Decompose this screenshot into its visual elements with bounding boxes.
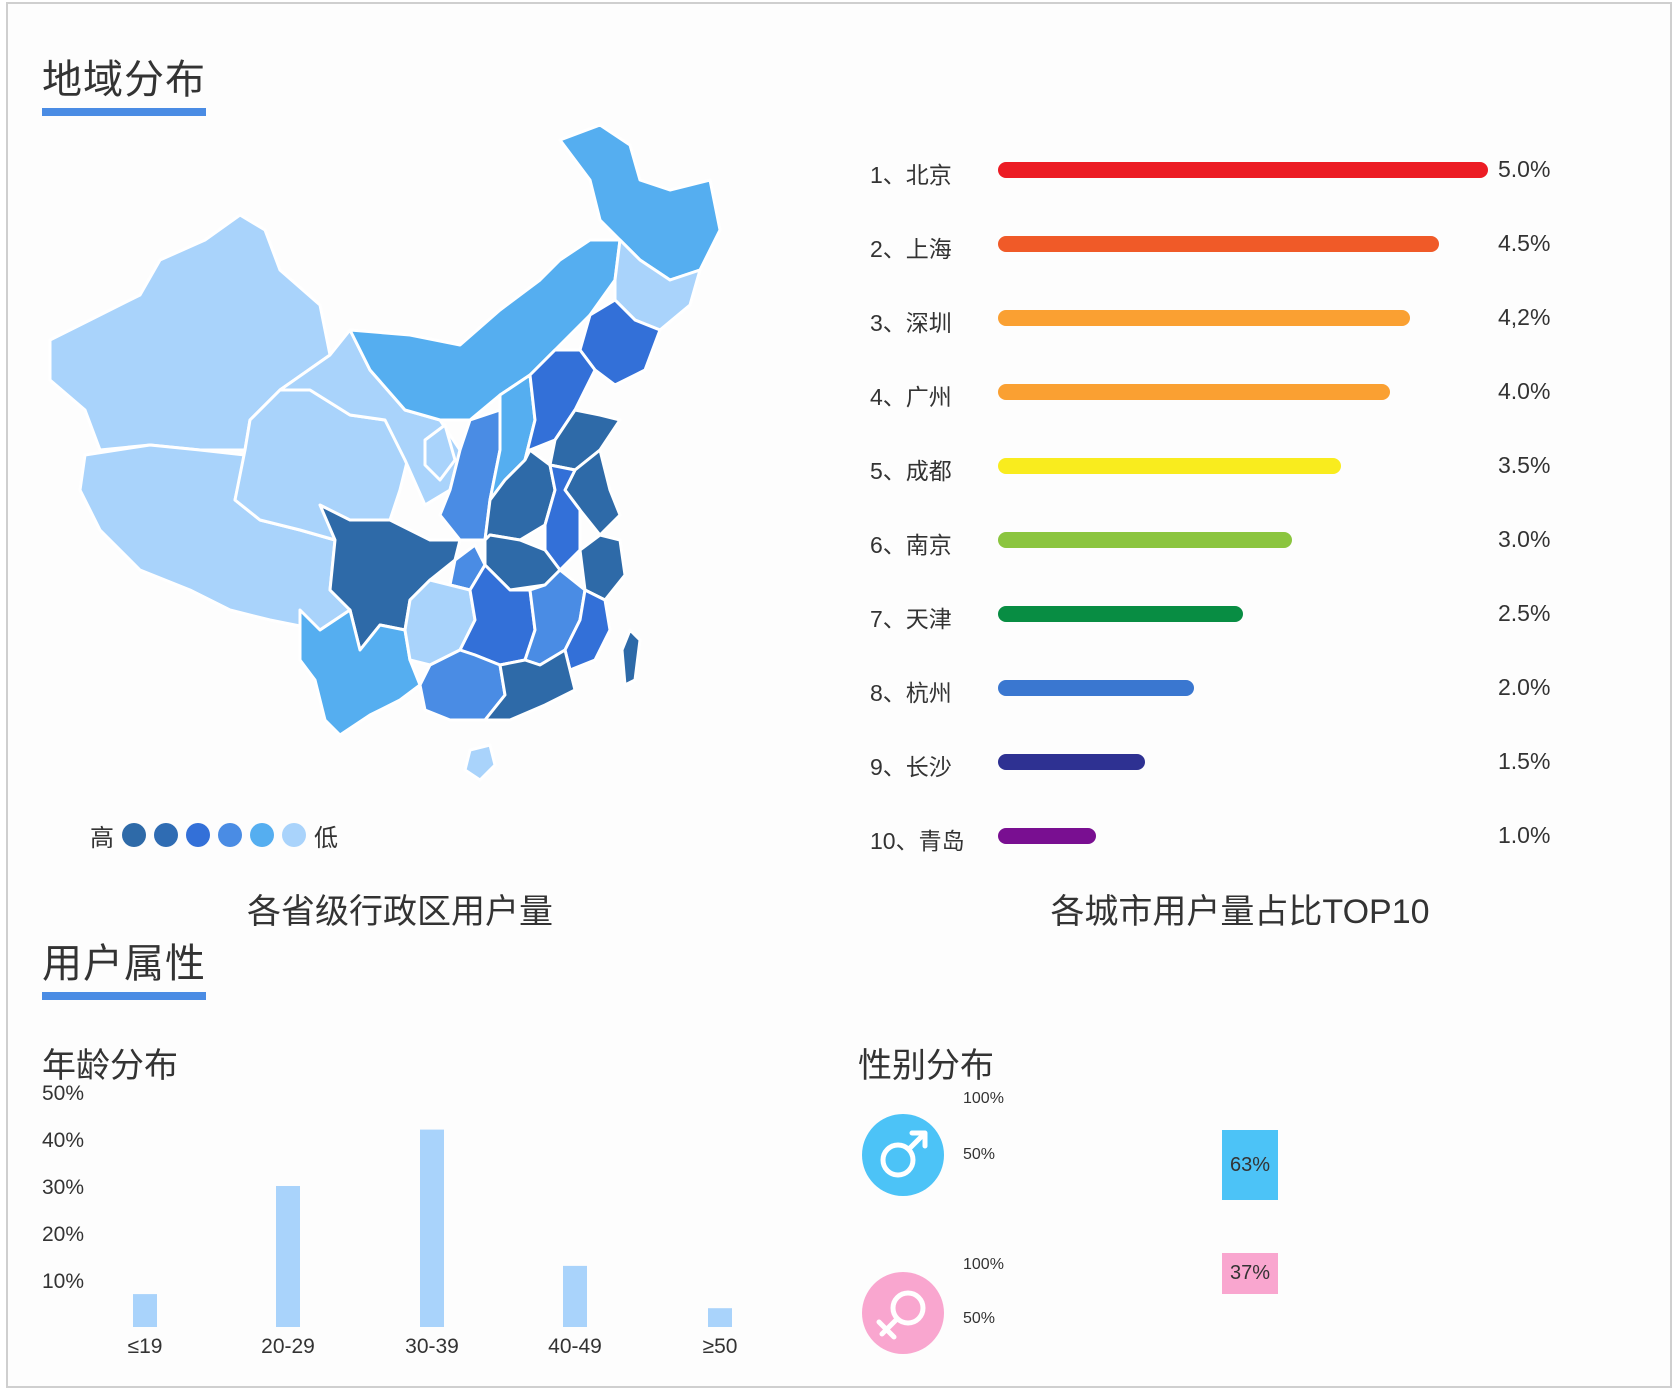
- legend-dot-2: [154, 823, 178, 847]
- city-percent-label: 1.5%: [1498, 748, 1551, 774]
- male-percent-bar: 63%: [1222, 1130, 1278, 1200]
- legend-dot-3: [186, 823, 210, 847]
- city-name-label: 8、杭州: [870, 680, 952, 706]
- city-percent-label: 5.0%: [1498, 156, 1551, 182]
- male-icon: [862, 1114, 944, 1196]
- city-bar: [998, 384, 1390, 400]
- age-x-tick-label: 20-29: [261, 1335, 315, 1358]
- age-y-tick-label: 10%: [42, 1270, 84, 1293]
- city-percent-label: 4,2%: [1498, 304, 1551, 330]
- legend-high-label: 高: [90, 824, 114, 852]
- gender-chart-title: 性别分布: [858, 1047, 994, 1085]
- city-percent-label: 2.0%: [1498, 674, 1551, 700]
- city-bar-row: 5、成都 3.5%: [870, 446, 1650, 486]
- female-icon: [862, 1272, 944, 1354]
- city-bar: [998, 606, 1243, 622]
- male-tick-50: 50%: [963, 1146, 996, 1163]
- city-bar: [998, 458, 1341, 474]
- legend-dot-1: [122, 823, 146, 847]
- city-bar: [998, 754, 1145, 770]
- city-name-label: 10、青岛: [870, 828, 965, 854]
- age-y-tick-label: 20%: [42, 1223, 84, 1246]
- city-bar: [998, 310, 1410, 326]
- city-percent-label: 3.5%: [1498, 452, 1551, 478]
- city-bar-row: 3、深圳 4,2%: [870, 298, 1650, 338]
- city-bar-row: 10、青岛 1.0%: [870, 816, 1650, 856]
- map-region-fujian: [563, 588, 612, 672]
- city-bar: [998, 828, 1096, 844]
- age-bar: [708, 1308, 732, 1327]
- legend-dot-5: [250, 823, 274, 847]
- male-tick-100: 100%: [963, 1090, 1004, 1107]
- city-name-label: 1、北京: [870, 162, 952, 188]
- age-x-tick-label: ≤19: [128, 1335, 163, 1358]
- map-region-jilin: [613, 238, 702, 332]
- female-percent-label: 37%: [1229, 1261, 1271, 1284]
- female-tick-100: 100%: [963, 1256, 1004, 1273]
- age-y-tick-label: 40%: [42, 1129, 84, 1152]
- city-bar: [998, 532, 1292, 548]
- age-x-tick-label: ≥50: [703, 1335, 738, 1358]
- city-bar-row: 7、天津 2.5%: [870, 594, 1650, 634]
- age-y-tick-label: 30%: [42, 1176, 84, 1199]
- map-region-taiwan: [620, 628, 642, 687]
- age-y-tick-label: 50%: [42, 1082, 84, 1105]
- user-attr-section-title: 用户属性: [42, 940, 206, 1000]
- city-bar-row: 1、北京 5.0%: [870, 150, 1650, 190]
- city-bar-row: 6、南京 3.0%: [870, 520, 1650, 560]
- age-x-tick-label: 40-49: [548, 1335, 602, 1358]
- map-region-ningxia: [423, 423, 457, 482]
- map-caption: 各省级行政区用户量: [247, 893, 553, 931]
- age-bar: [563, 1265, 587, 1327]
- page-frame: [6, 2, 1672, 1388]
- map-region-anhui: [543, 463, 582, 572]
- female-tick-50: 50%: [963, 1310, 996, 1327]
- city-bar: [998, 680, 1194, 696]
- female-percent-bar: 37%: [1222, 1252, 1278, 1294]
- legend-dot-6: [282, 823, 306, 847]
- map-region-inner-mongolia: [348, 238, 622, 422]
- age-bar: [133, 1294, 157, 1327]
- map-legend: 高 低: [86, 818, 342, 852]
- city-chart-caption: 各城市用户量占比TOP10: [1050, 893, 1430, 931]
- city-bar: [998, 236, 1439, 252]
- city-percent-label: 4.5%: [1498, 230, 1551, 256]
- city-bar-row: 2、上海 4.5%: [870, 224, 1650, 264]
- legend-dot-4: [218, 823, 242, 847]
- city-percent-label: 2.5%: [1498, 600, 1551, 626]
- age-bar-chart: 50% 40% 30% 20% 10% ≤19 20-29 30-39 40-49 ≥50: [42, 1082, 738, 1358]
- city-name-label: 7、天津: [870, 606, 952, 632]
- city-name-label: 9、长沙: [870, 754, 952, 780]
- map-region-guangdong: [483, 648, 577, 722]
- male-percent-label: 63%: [1229, 1153, 1271, 1176]
- city-name-label: 4、广州: [870, 384, 952, 410]
- city-bar-row: 4、广州 4.0%: [870, 372, 1650, 412]
- map-region-hainan: [463, 743, 497, 782]
- map-region-heilongjiang: [558, 123, 722, 282]
- legend-low-label: 低: [314, 824, 338, 852]
- age-bar: [420, 1129, 444, 1327]
- city-bar: [998, 162, 1488, 178]
- city-bar-row: 9、长沙 1.5%: [870, 742, 1650, 782]
- city-bar-row: 8、杭州 2.0%: [870, 668, 1650, 708]
- age-x-tick-label: 30-39: [405, 1335, 459, 1358]
- region-section-title: 地域分布: [42, 56, 206, 116]
- city-name-label: 5、成都: [870, 458, 952, 484]
- age-chart-title: 年龄分布: [42, 1047, 178, 1085]
- city-percent-label: 1.0%: [1498, 822, 1551, 848]
- china-province-map: [48, 123, 722, 782]
- city-percent-label: 3.0%: [1498, 526, 1551, 552]
- age-bar: [276, 1186, 300, 1327]
- city-name-label: 2、上海: [870, 236, 952, 262]
- city-name-label: 3、深圳: [870, 310, 952, 336]
- city-name-label: 6、南京: [870, 532, 952, 558]
- city-percent-label: 4.0%: [1498, 378, 1551, 404]
